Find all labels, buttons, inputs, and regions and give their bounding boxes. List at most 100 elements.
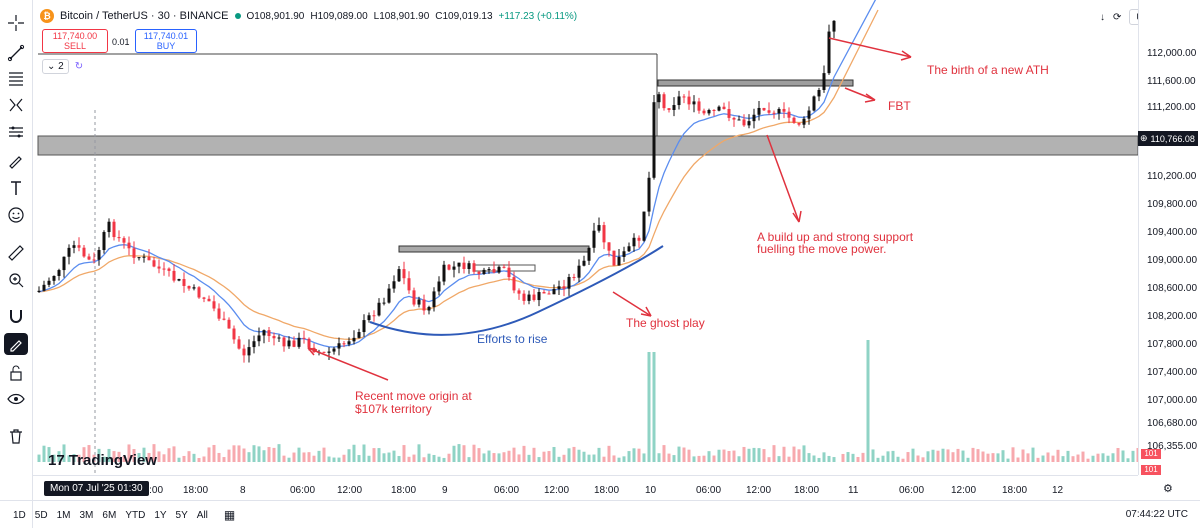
candle: [812, 96, 816, 111]
candle: [802, 118, 806, 125]
volume-bar: [77, 454, 81, 462]
download-icon[interactable]: ↓: [1100, 11, 1105, 23]
candle: [212, 301, 216, 309]
utc-clock[interactable]: 07:44:22 UTC: [1125, 509, 1188, 520]
volume-bar: [677, 446, 681, 462]
symbol-legend: ₿ Bitcoin / TetherUS · 30 · BINANCE O108…: [40, 9, 577, 23]
indicators-collapse-button[interactable]: ⌄ 2: [42, 59, 69, 74]
candle: [507, 267, 511, 278]
volume-bar: [542, 451, 546, 462]
price-axis[interactable]: 112,000.00 111,600.00 111,200.00 110,200.00…: [1138, 0, 1200, 475]
symbol-title[interactable]: Bitcoin / TetherUS · 30 · BINANCE: [60, 10, 229, 22]
volume-bar: [92, 454, 96, 462]
magnet-icon[interactable]: [4, 305, 28, 327]
volume-bar: [237, 445, 241, 462]
candle: [697, 101, 701, 111]
time-axis[interactable]: 12:00 18:00 8 06:00 12:00 18:00 9 06:00 12:00 18:…: [33, 475, 1138, 500]
volume-bar: [87, 445, 91, 462]
candle: [262, 330, 266, 336]
date-range-calendar-icon[interactable]: ▦: [223, 508, 236, 522]
volume-bar: [177, 457, 181, 462]
volume-bar: [627, 451, 631, 462]
volume-bar: [52, 454, 56, 462]
forecast-icon[interactable]: [4, 121, 28, 143]
candle: [712, 109, 716, 111]
candle: [422, 299, 426, 311]
settings-gear-icon[interactable]: ⚙: [1163, 483, 1173, 495]
bottom-toolbar: 1D 5D 1M 3M 6M YTD 1Y 5Y All ▦ 07:44:22 UTC: [0, 500, 1200, 529]
volume-bar: [926, 451, 930, 462]
lock-icon[interactable]: [4, 362, 28, 384]
volume-bar: [187, 451, 191, 462]
volume-bar: [202, 456, 206, 462]
candle: [537, 292, 541, 301]
range-button-all[interactable]: All: [196, 509, 208, 521]
volume-bar: [127, 444, 131, 462]
candle: [202, 297, 206, 299]
volume-bar: [996, 453, 1000, 462]
candle: [687, 96, 691, 105]
trash-icon[interactable]: [4, 425, 28, 447]
volume-bar: [62, 444, 66, 462]
volume-bar: [447, 453, 451, 462]
volume-bar: [1016, 457, 1020, 462]
brush-icon[interactable]: [4, 149, 28, 171]
volume-bar: [352, 444, 356, 462]
fib-retracement-icon[interactable]: [4, 67, 28, 89]
sync-icon[interactable]: ⟳: [1113, 11, 1122, 23]
annotation-arrows: [307, 37, 912, 381]
volume-bar: [362, 444, 366, 462]
volume-bar: [397, 456, 401, 462]
volume-bar: [572, 446, 576, 462]
text-icon[interactable]: [4, 177, 28, 199]
stay-in-drawing-mode-icon[interactable]: [4, 333, 28, 355]
volume-bar: [881, 455, 885, 462]
range-button-1d[interactable]: 1D: [13, 509, 26, 521]
volume-bar: [812, 455, 816, 462]
volume-bar: [1036, 457, 1040, 462]
volume-bar: [1001, 450, 1005, 462]
candle: [457, 262, 461, 267]
range-button-ytd[interactable]: YTD: [125, 509, 146, 521]
pattern-icon[interactable]: [4, 94, 28, 116]
volume-bar: [712, 455, 716, 462]
plus-icon[interactable]: ⊕: [1140, 133, 1148, 143]
range-button-6m[interactable]: 6M: [102, 509, 117, 521]
volume-bar: [257, 446, 261, 462]
range-button-5y[interactable]: 5Y: [175, 509, 188, 521]
candle: [377, 302, 381, 316]
trend-line-icon[interactable]: [4, 42, 28, 64]
chart-pane[interactable]: [33, 0, 1140, 475]
candle: [282, 337, 286, 347]
candle: [152, 260, 156, 267]
refresh-icon[interactable]: ↻: [74, 61, 84, 72]
eye-icon[interactable]: [4, 388, 28, 410]
range-button-1y[interactable]: 1Y: [154, 509, 167, 521]
candle: [652, 102, 656, 178]
ruler-icon[interactable]: [4, 242, 28, 264]
volume-bar: [337, 457, 341, 462]
crosshair-icon[interactable]: [4, 12, 28, 34]
candle: [602, 225, 606, 243]
volume-bar: [747, 448, 751, 462]
volume-bar: [991, 453, 995, 462]
candle: [387, 288, 391, 303]
volume-bar: [537, 457, 541, 462]
volume-bar: [682, 447, 686, 462]
sell-button[interactable]: 117,740.00 SELL: [42, 29, 108, 53]
volume-bar: [1051, 455, 1055, 462]
candle: [157, 266, 161, 269]
zoom-in-icon[interactable]: [4, 269, 28, 291]
range-button-5d[interactable]: 5D: [34, 509, 48, 521]
candle: [597, 225, 601, 231]
volume-bar: [772, 445, 776, 462]
candle: [672, 105, 676, 110]
time-label: 18:00: [1002, 485, 1028, 496]
volume-bar: [1116, 448, 1120, 462]
buy-button[interactable]: 117,740.01 BUY: [135, 29, 197, 53]
volume-bar: [647, 352, 651, 462]
candle: [112, 221, 116, 238]
range-button-3m[interactable]: 3M: [79, 509, 94, 521]
range-button-1m[interactable]: 1M: [56, 509, 71, 521]
emoji-icon[interactable]: [4, 204, 28, 226]
